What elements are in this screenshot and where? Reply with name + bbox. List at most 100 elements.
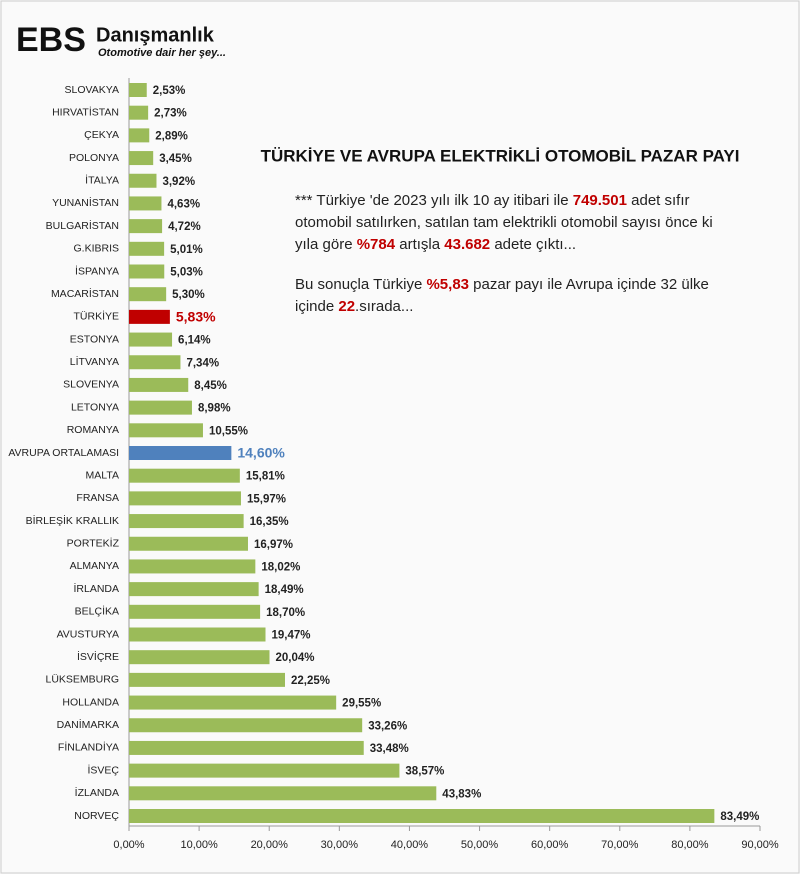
y-tick-label: YUNANİSTAN [52, 196, 119, 209]
y-tick-label: ÇEKYA [84, 129, 119, 141]
note: *** Türkiye 'de 2023 yılı ilk 10 ay itib… [295, 190, 735, 256]
y-tick-label: BİRLEŞİK KRALLIK [26, 514, 119, 527]
bar [129, 536, 248, 551]
x-tick-label: 70,00% [601, 839, 639, 851]
value-label: 33,26% [368, 720, 407, 732]
y-tick-label: AVRUPA ORTALAMASI [8, 447, 119, 459]
x-tick-label: 80,00% [671, 839, 709, 851]
bar [129, 264, 165, 279]
bar [129, 695, 337, 710]
value-label: 8,98% [198, 403, 231, 415]
value-label: 5,03% [170, 267, 203, 279]
bar [129, 786, 437, 801]
note-run: *** Türkiye 'de 2023 yılı ilk 10 ay itib… [295, 192, 573, 209]
bar [129, 559, 256, 574]
value-label: 15,81% [246, 471, 285, 483]
value-label: 7,34% [186, 357, 219, 369]
bar [129, 173, 157, 188]
bar [129, 446, 232, 460]
value-label: 22,25% [291, 675, 330, 687]
x-tick-label: 20,00% [251, 839, 289, 851]
y-tick-label: LÜKSEMBURG [45, 674, 119, 686]
value-label: 6,14% [178, 335, 211, 347]
value-label: 20,04% [276, 652, 315, 664]
bar [129, 83, 147, 97]
y-tick-label: POLONYA [69, 152, 119, 164]
y-tick-label: İSVEÇ [87, 763, 119, 776]
y-tick-label: AVUSTURYA [57, 628, 119, 640]
x-tick-label: 30,00% [321, 839, 359, 851]
y-tick-label: MALTA [86, 469, 119, 481]
bar [129, 763, 400, 778]
value-label: 43,83% [442, 788, 481, 800]
value-label: 14,60% [237, 445, 285, 461]
note-run: .sırada... [355, 298, 414, 315]
y-tick-label: İRLANDA [73, 582, 119, 595]
x-tick-label: 40,00% [391, 839, 429, 851]
x-tick-label: 10,00% [180, 839, 218, 851]
value-label: 16,35% [250, 516, 289, 528]
note-run: artışla [395, 236, 445, 253]
value-label: 38,57% [405, 766, 444, 778]
bar [129, 672, 285, 687]
y-tick-label: NORVEÇ [74, 810, 119, 822]
bar [129, 604, 261, 619]
chart-title: TÜRKİYE VE AVRUPA ELEKTRİKLİ OTOMOBİL PA… [261, 146, 740, 165]
bar [129, 809, 715, 823]
note-run: adet sıfır otomobil satılırken, satılan … [295, 192, 713, 253]
bar [129, 650, 270, 665]
note-run: 749.501 [572, 192, 627, 209]
value-label: 18,49% [265, 584, 304, 596]
bar [129, 355, 181, 370]
value-label: 5,30% [172, 289, 205, 301]
y-tick-label: LİTVANYA [70, 355, 119, 368]
y-tick-label: ALMANYA [70, 560, 119, 572]
bar [129, 627, 266, 642]
y-tick-label: İSPANYA [75, 264, 119, 277]
note-run: 43.682 [444, 236, 491, 253]
bar [129, 740, 364, 755]
note-run: Bu sonuçla Türkiye [295, 276, 427, 293]
x-tick-label: 0,00% [113, 839, 144, 851]
value-label: 2,53% [153, 85, 186, 97]
note-run: pazar payı ile Avrupa içinde 32 ülke içi… [295, 276, 709, 315]
y-tick-label: BELÇİKA [75, 605, 119, 618]
y-tick-label: ESTONYA [70, 333, 119, 345]
bar [129, 514, 244, 529]
note-run: %5,83 [426, 276, 470, 293]
notes: *** Türkiye 'de 2023 yılı ilk 10 ay itib… [295, 190, 735, 336]
y-tick-label: SLOVAKYA [65, 84, 119, 96]
value-label: 15,97% [247, 493, 286, 505]
y-tick-label: İZLANDA [75, 786, 119, 799]
bar [129, 332, 173, 347]
bar [129, 196, 162, 211]
y-tick-label: BULGARİSTAN [46, 219, 119, 232]
value-label: 10,55% [209, 425, 248, 437]
logo-tagline: Otomotive dair her şey... [98, 47, 226, 59]
value-label: 19,47% [272, 630, 311, 642]
bar [129, 309, 170, 324]
note-run: adete çıktı... [490, 236, 577, 253]
x-tick-label: 50,00% [461, 839, 499, 851]
y-tick-label: ROMANYA [67, 424, 119, 436]
note-run: %784 [356, 236, 396, 253]
value-label: 3,45% [159, 153, 192, 165]
bar [129, 423, 203, 438]
value-label: 8,45% [194, 380, 227, 392]
value-label: 5,83% [176, 309, 216, 325]
bar [129, 582, 259, 597]
value-label: 18,02% [261, 561, 300, 573]
y-tick-label: FRANSA [76, 492, 119, 504]
value-label: 5,01% [170, 244, 203, 256]
logo-name: Danışmanlık [96, 24, 215, 46]
x-tick-label: 90,00% [741, 839, 779, 851]
value-label: 29,55% [342, 698, 381, 710]
y-tick-label: İSVİÇRE [77, 650, 119, 663]
y-tick-label: LETONYA [71, 401, 119, 413]
bar [129, 491, 241, 506]
y-tick-label: HIRVATİSTAN [52, 105, 119, 118]
x-tick-label: 60,00% [531, 839, 569, 851]
